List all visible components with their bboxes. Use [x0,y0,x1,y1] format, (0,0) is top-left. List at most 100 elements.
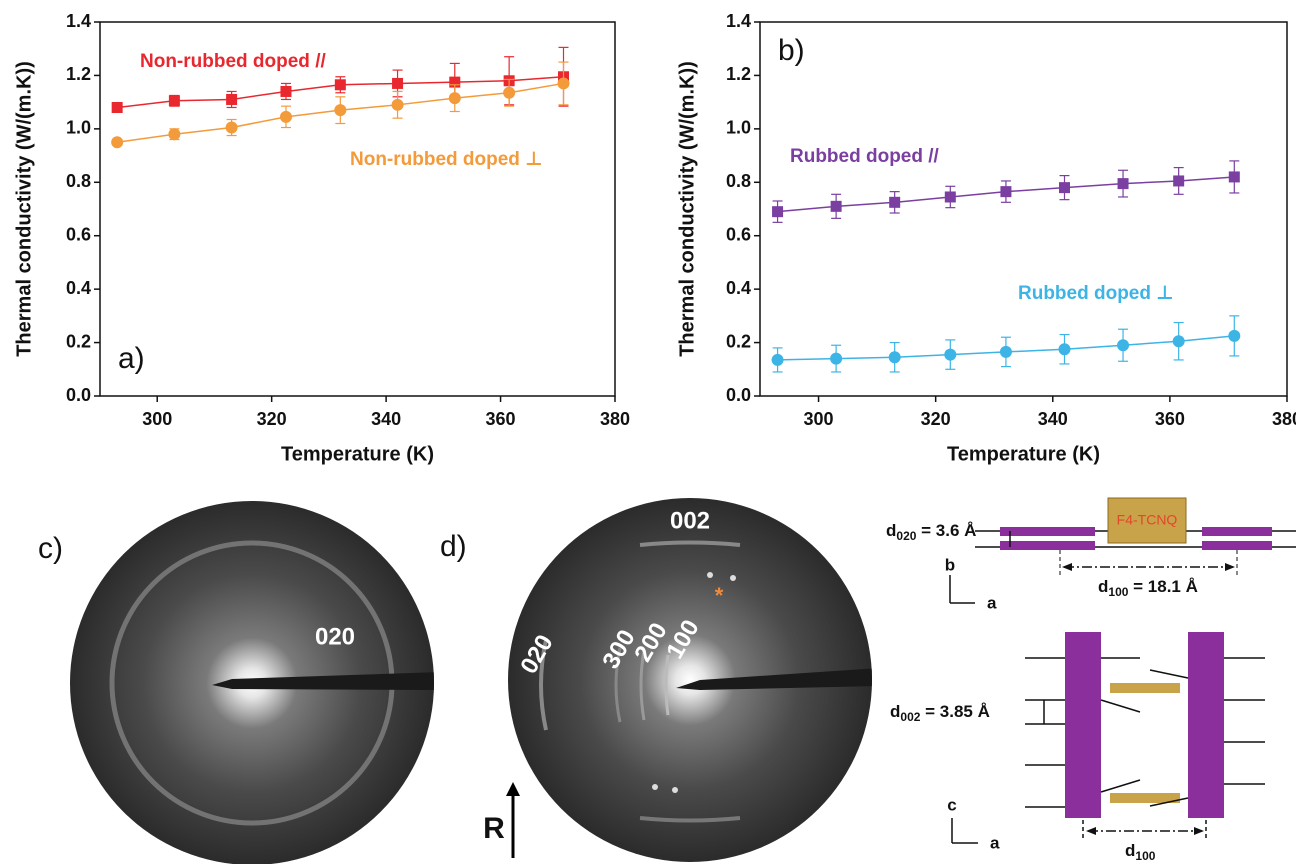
reflections [539,540,872,823]
marker [888,351,901,364]
marker [111,136,124,149]
marker [830,352,843,365]
y-tick-label: 0.8 [66,171,91,191]
molecule-label: F4-TCNQ [1117,512,1178,528]
subscript: 100 [1108,585,1128,599]
x-tick-label: 380 [600,409,630,429]
ring-label: 020 [315,623,355,650]
sym: d [1098,577,1108,596]
marker [392,77,404,89]
reflection-label: 002 [670,507,710,534]
rest: = 18.1 Å [1128,577,1197,596]
x-tick-label: 380 [1272,409,1296,429]
diffraction-d [508,498,872,862]
arrow-head [506,782,520,796]
subscript: 100 [1135,849,1155,863]
y-tick-label: 0.2 [66,331,91,351]
subscript: 020 [896,529,916,543]
marker [1172,335,1185,348]
arrow-head [1194,827,1204,835]
panel-label: d) [440,530,467,563]
y-tick-label: 0.6 [726,224,751,244]
marker [557,77,570,90]
y-tick-label: 0.2 [726,331,751,351]
marker [772,206,784,218]
y-tick-label: 1.2 [726,64,751,84]
axis-label: a [987,593,997,612]
marker [1000,186,1012,198]
marker [771,353,784,366]
marker [944,191,956,203]
x-tick-label: 300 [804,409,834,429]
rest: = 3.6 Å [916,521,976,540]
y-tick-label: 0.0 [726,385,751,405]
marker [1173,175,1185,187]
d-spacing: d100 [1125,841,1156,863]
y-tick-label: 0.4 [66,278,91,298]
x-tick-label: 340 [371,409,401,429]
marker [280,85,292,97]
d-spacing: d100 = 18.1 Å [1098,577,1198,599]
sym: d [886,521,896,540]
marker [830,200,842,212]
d-spacing: d002 = 3.85 Å [890,702,990,724]
marker [168,128,181,141]
star: * [715,583,724,608]
x-axis-title: Temperature (K) [947,443,1100,465]
marker [111,101,123,113]
x-tick-label: 320 [921,409,951,429]
marker [503,86,516,99]
panel-label: b) [778,34,805,67]
x-tick-label: 300 [142,409,172,429]
marker [449,76,461,88]
panel-label: c) [38,532,63,565]
axis-label: b [945,555,955,574]
marker [168,95,180,107]
series-label: Non-rubbed doped // [140,51,326,72]
y-tick-label: 1.0 [66,118,91,138]
marker [448,92,461,105]
axis-label: a [990,833,1000,852]
marker [225,121,238,134]
arrow-label: R [483,812,505,845]
x-tick-label: 320 [257,409,287,429]
y-axis-title: Thermal conductivity (W/(m.K)) [676,61,698,357]
y-tick-label: 1.4 [66,11,91,31]
series-label: Rubbed doped // [790,146,940,167]
y-tick-label: 0.8 [726,171,751,191]
marker [889,196,901,208]
marker [944,348,957,361]
x-tick-label: 360 [486,409,516,429]
marker [1228,329,1241,342]
marker [334,104,347,117]
y-tick-label: 0.4 [726,278,751,298]
marker [1058,343,1071,356]
beam-stop [212,672,434,690]
x-tick-label: 360 [1155,409,1185,429]
subscript: 002 [900,710,920,724]
y-tick-label: 1.4 [726,11,751,31]
x-tick-label: 340 [1038,409,1068,429]
marker [226,93,238,105]
marker [334,79,346,91]
schematic-bottom [951,632,1265,844]
axis-label: c [947,795,956,814]
y-tick-label: 1.0 [726,118,751,138]
plot-frame [99,21,616,397]
x-axis-title: Temperature (K) [281,443,434,465]
marker [1228,171,1240,183]
lower-panels: c) 020 d) 002 020 300 200 100 * R [38,497,1296,864]
plot-frame [759,21,1288,397]
marker [999,345,1012,358]
panel-label: a) [118,342,145,375]
sym: d [890,702,900,721]
marker [1058,182,1070,194]
marker [1117,178,1129,190]
arrow-head [1086,827,1096,835]
marker [279,110,292,123]
d-spacing: d020 = 3.6 Å [886,521,976,543]
sym: d [1125,841,1135,860]
y-tick-label: 0.0 [66,385,91,405]
